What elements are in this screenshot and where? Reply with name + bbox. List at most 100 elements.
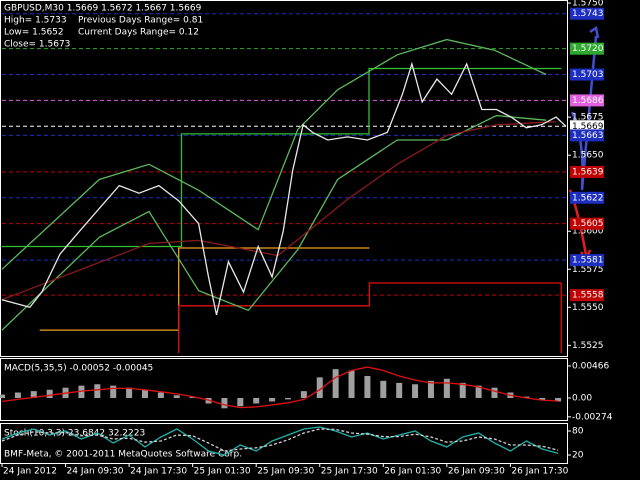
histogram-bar (221, 398, 228, 409)
level-box (570, 94, 604, 107)
series-line (1, 426, 559, 456)
histogram-bar (459, 382, 466, 399)
histogram-bar (157, 392, 164, 399)
y-tick-label: 1.5675 (572, 113, 604, 123)
x-tick-label: 25 Jan 17:30 (321, 467, 378, 477)
annotation: Low= 1.5652 (4, 28, 64, 38)
x-tick-label: 24 Jan 09:30 (67, 467, 124, 477)
series-line (1, 366, 559, 409)
level-label: 1.5720 (572, 44, 604, 54)
histogram-bar (126, 387, 133, 399)
histogram-bar (443, 378, 450, 399)
series-line (1, 61, 567, 316)
histogram-bar (14, 392, 21, 399)
histogram-bar (316, 377, 323, 399)
stoch-frame (0, 423, 568, 464)
series-line (1, 121, 557, 301)
annotation: Close= 1.5673 (4, 40, 70, 50)
histogram-bar (380, 380, 387, 399)
x-tick-label: 26 Jan 01:30 (384, 467, 441, 477)
histogram-bar (269, 398, 276, 402)
x-tick-label: 26 Jan 09:30 (448, 467, 505, 477)
histogram-bar (348, 370, 355, 399)
histogram-bar (412, 384, 419, 399)
panel-title: Stoch(10,3,3) 23.6842 32.2223 (4, 429, 145, 439)
histogram-bar (396, 382, 403, 399)
level-label: 1.5581 (572, 256, 604, 266)
y-tick-label: 80 (572, 427, 584, 437)
y-tick-label: -0.00274 (572, 412, 613, 422)
level-label: 1.5558 (572, 291, 604, 301)
level-label: 1.5639 (572, 167, 604, 177)
series-line (1, 428, 559, 452)
y-tick-label: 1.5750 (572, 0, 604, 9)
x-tick-label: 25 Jan 01:30 (194, 467, 251, 477)
level-label: 1.5622 (572, 193, 604, 203)
level-box (570, 120, 604, 133)
y-tick-label: 1.5550 (572, 303, 604, 313)
footer: BMF-Meta, © 2001-2011 MetaQuotes Softwar… (4, 450, 242, 460)
series-line (1, 38, 547, 270)
histogram-bar (332, 369, 339, 399)
level-label: 1.5663 (572, 131, 604, 141)
histogram-bar (173, 395, 180, 399)
level-label: 1.5703 (572, 70, 604, 80)
level-label: 1.5743 (572, 9, 604, 19)
histogram-bar (364, 376, 371, 399)
annotation: Previous Days Range= 0.81 (78, 16, 203, 26)
y-tick-label: 20 (572, 451, 584, 461)
series-line (1, 114, 547, 331)
x-tick-label: 26 Jan 17:30 (511, 467, 568, 477)
level-box (570, 68, 604, 81)
histogram-bar (0, 394, 5, 399)
chart-title: GBPUSD,M30 1.5669 1.5672 1.5667 1.5669 (4, 4, 202, 14)
series-line (2, 67, 562, 248)
main-frame (0, 0, 568, 357)
level-box (570, 129, 604, 142)
histogram-bar (94, 384, 101, 399)
histogram-bar (300, 391, 307, 399)
y-tick-label: 1.5575 (572, 265, 604, 275)
histogram-bar (141, 389, 148, 399)
series-line (178, 282, 562, 353)
y-tick-label: 1.5600 (572, 227, 604, 237)
y-tick-label: 0.00 (572, 394, 592, 404)
level-box (570, 254, 604, 267)
histogram-bar (523, 396, 530, 399)
level-box (570, 191, 604, 204)
series-line (39, 247, 370, 331)
level-label: 1.5605 (572, 219, 604, 229)
level-label: 1.5686 (572, 96, 604, 106)
y-tick-label: 1.5525 (572, 341, 604, 351)
x-tick-label: 24 Jan 2012 (3, 467, 57, 477)
histogram-bar (46, 389, 53, 399)
histogram-bar (253, 398, 260, 404)
histogram-bar (539, 398, 546, 401)
histogram-bar (555, 398, 562, 402)
x-tick-label: 25 Jan 09:30 (257, 467, 314, 477)
histogram-bar (110, 385, 117, 399)
macd-frame (0, 358, 568, 421)
y-tick-label: 0.00466 (572, 361, 609, 371)
y-tick-label: 1.5650 (572, 151, 604, 161)
blue-arrow-head (589, 25, 600, 39)
x-tick-label: 24 Jan 17:30 (130, 467, 187, 477)
level-box (570, 217, 604, 230)
frame (0, 0, 568, 464)
histogram-bar (491, 387, 498, 399)
level-label: 1.5669 (572, 122, 604, 132)
histogram-bar (427, 380, 434, 399)
annotation: High= 1.5733 (4, 16, 67, 26)
histogram-bar (237, 398, 244, 407)
histogram-bar (284, 398, 291, 400)
level-box (570, 7, 604, 20)
histogram-bar (30, 391, 37, 399)
histogram-bar (475, 385, 482, 399)
annotation: Current Days Range= 0.12 (78, 28, 199, 38)
panel-title: MACD(5,35,5) -0.00052 -0.00045 (4, 364, 153, 374)
level-box (570, 165, 604, 178)
level-box (570, 42, 604, 55)
level-box (570, 289, 604, 302)
